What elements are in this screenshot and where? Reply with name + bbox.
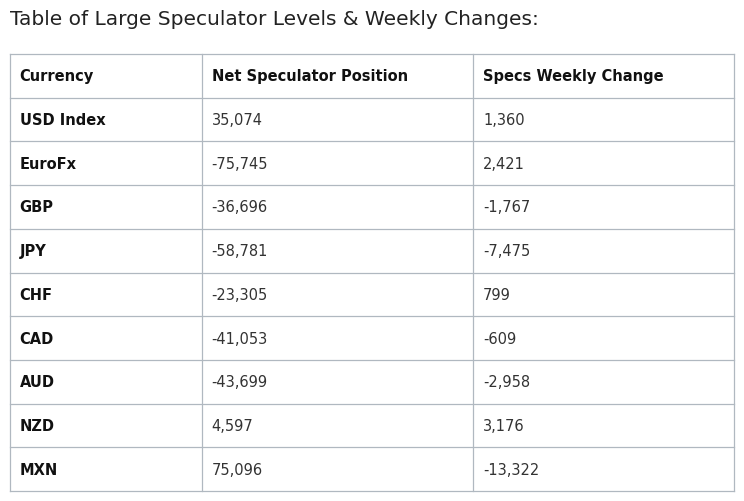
Text: 75,096: 75,096 [211, 462, 263, 476]
Text: -7,475: -7,475 [483, 243, 530, 259]
Text: Currency: Currency [19, 69, 94, 84]
Text: Net Speculator Position: Net Speculator Position [211, 69, 408, 84]
Text: MXN: MXN [19, 462, 58, 476]
Text: JPY: JPY [19, 243, 46, 259]
Text: -13,322: -13,322 [483, 462, 539, 476]
Text: -609: -609 [483, 331, 516, 346]
Text: 2,421: 2,421 [483, 156, 525, 171]
Text: 1,360: 1,360 [483, 113, 525, 128]
Text: Specs Weekly Change: Specs Weekly Change [483, 69, 664, 84]
Text: -43,699: -43,699 [211, 375, 268, 389]
Text: USD Index: USD Index [19, 113, 106, 128]
Text: -23,305: -23,305 [211, 287, 268, 302]
Text: AUD: AUD [19, 375, 54, 389]
Text: GBP: GBP [19, 200, 54, 215]
Text: CHF: CHF [19, 287, 53, 302]
Text: -75,745: -75,745 [211, 156, 268, 171]
Text: Table of Large Speculator Levels & Weekly Changes:: Table of Large Speculator Levels & Weekl… [10, 10, 539, 29]
Text: -2,958: -2,958 [483, 375, 530, 389]
Text: -58,781: -58,781 [211, 243, 268, 259]
Text: -36,696: -36,696 [211, 200, 268, 215]
Text: 3,176: 3,176 [483, 418, 525, 433]
Text: 4,597: 4,597 [211, 418, 253, 433]
Text: -41,053: -41,053 [211, 331, 268, 346]
Text: 799: 799 [483, 287, 511, 302]
Text: -1,767: -1,767 [483, 200, 530, 215]
Text: CAD: CAD [19, 331, 54, 346]
Text: NZD: NZD [19, 418, 54, 433]
Text: 35,074: 35,074 [211, 113, 263, 128]
Text: EuroFx: EuroFx [19, 156, 77, 171]
